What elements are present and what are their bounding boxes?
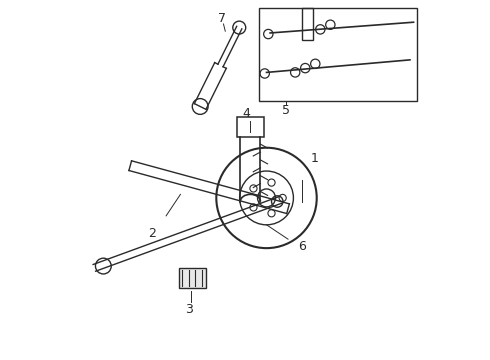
Bar	[302, 8, 313, 40]
Text: 5: 5	[282, 104, 290, 117]
Text: 4: 4	[243, 107, 251, 120]
Bar	[179, 268, 205, 288]
Text: 6: 6	[298, 240, 306, 253]
Bar	[237, 117, 264, 137]
Bar	[259, 8, 417, 101]
Text: 3: 3	[186, 303, 194, 316]
Text: 2: 2	[148, 227, 156, 240]
Text: 1: 1	[311, 152, 319, 165]
Text: 7: 7	[218, 12, 226, 25]
